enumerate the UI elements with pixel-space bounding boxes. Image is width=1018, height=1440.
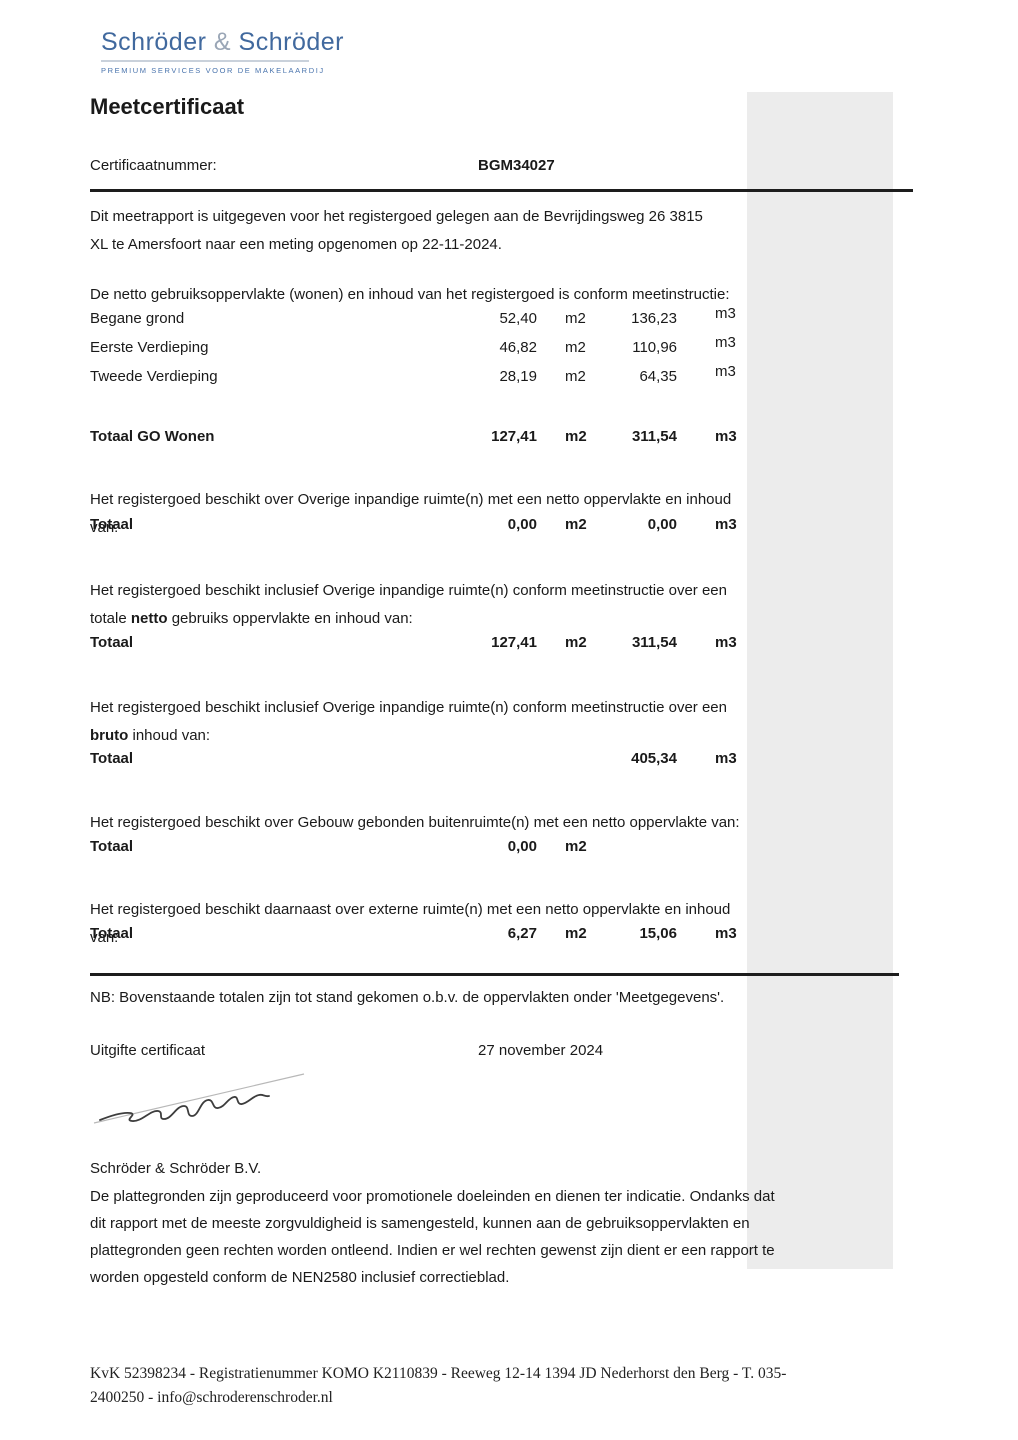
volume-unit: m3 [715, 925, 737, 942]
certificate-number-row: Certificaatnummer: BGM34027 [90, 157, 745, 177]
section-extern-text: Het registergoed beschikt daarnaast over… [90, 901, 731, 946]
volume-unit: m3 [715, 334, 736, 351]
section-overige-total-row: Totaal 0,00 m2 0,00 m3 [90, 516, 745, 538]
intro-paragraph: Dit meetrapport is uitgegeven voor het r… [90, 208, 703, 253]
ampersand-glyph: & [213, 28, 232, 56]
section-netto-total-row: Totaal 127,41 m2 311,54 m3 [90, 634, 745, 656]
logo-brand-second: Schröder [238, 28, 344, 56]
total-label: Totaal [90, 634, 134, 651]
volume-unit: m3 [715, 516, 737, 533]
section-netto-text-after: gebruiks oppervlakte en inhoud van: [167, 610, 413, 627]
logo-brand-first: Schröder [101, 28, 207, 56]
area-unit: m2 [565, 634, 587, 651]
area-unit: m2 [565, 516, 587, 533]
volume-value: 311,54 [631, 428, 677, 445]
total-label: Totaal [90, 925, 134, 942]
area-value: 6,27 [507, 925, 537, 942]
logo-brand-name: Schröder & Schröder [101, 28, 343, 62]
logo-tagline: PREMIUM SERVICES VOOR DE MAKELAARDIJ [101, 66, 325, 75]
volume-unit: m3 [715, 750, 737, 767]
section-bruto-total-row: Totaal 405,34 m3 [90, 750, 745, 772]
area-value: 52,40 [499, 310, 537, 327]
area-unit: m2 [565, 368, 586, 385]
area-value: 0,00 [507, 516, 537, 533]
area-unit: m2 [565, 310, 586, 327]
area-value: 127,41 [491, 634, 537, 651]
volume-unit: m3 [715, 305, 736, 322]
area-unit: m2 [565, 428, 587, 445]
volume-value: 15,06 [639, 925, 677, 942]
area-value: 127,41 [491, 428, 537, 445]
company-name: Schröder & Schröder B.V. [90, 1160, 262, 1177]
issue-row: Uitgifte certificaat 27 november 2024 [90, 1042, 745, 1062]
divider-line-top [90, 189, 913, 192]
logo-ampersand: & [206, 28, 238, 56]
volume-unit: m3 [715, 428, 737, 445]
volume-value: 136,23 [631, 310, 677, 327]
section-buitenruimte-total-row: Totaal 0,00 m2 [90, 838, 745, 860]
certificate-number-value: BGM34027 [478, 157, 555, 174]
section-netto-bold-word: netto [130, 610, 168, 627]
section-buitenruimte-text: Het registergoed beschikt over Gebouw ge… [90, 814, 740, 831]
volume-value: 405,34 [631, 750, 677, 767]
total-label: Totaal [90, 838, 134, 855]
floor-row: Eerste Verdieping 46,82 m2 110,96 m3 [90, 334, 745, 361]
area-unit: m2 [565, 838, 587, 855]
floor-row: Begane grond 52,40 m2 136,23 m3 [90, 305, 745, 332]
total-go-row: Totaal GO Wonen 127,41 m2 311,54 m3 [90, 428, 745, 450]
area-value: 0,00 [507, 838, 537, 855]
section-bruto-text-after: inhoud van: [128, 727, 211, 744]
section-netto-text-before: Het registergoed beschikt inclusief Over… [90, 582, 727, 627]
issue-label: Uitgifte certificaat [90, 1042, 206, 1059]
gray-side-panel [747, 92, 893, 1269]
issue-date: 27 november 2024 [478, 1042, 604, 1059]
area-value: 28,19 [499, 368, 537, 385]
company-logo: Schröder & Schröder PREMIUM SERVICES VOO… [101, 28, 343, 75]
section-bruto-text: Het registergoed beschikt inclusief Over… [90, 694, 745, 750]
volume-value: 110,96 [632, 339, 677, 356]
floor-row: Tweede Verdieping 28,19 m2 64,35 m3 [90, 363, 745, 390]
area-unit: m2 [565, 339, 586, 356]
disclaimer-paragraph: De plattegronden zijn geproduceerd voor … [90, 1188, 775, 1286]
nb-note: NB: Bovenstaande totalen zijn tot stand … [90, 989, 725, 1006]
floor-label: Tweede Verdieping [90, 368, 218, 385]
certificate-number-label: Certificaatnummer: [90, 157, 217, 174]
volume-unit: m3 [715, 634, 737, 651]
volume-value: 311,54 [631, 634, 677, 651]
volume-value: 0,00 [647, 516, 677, 533]
floor-label: Begane grond [90, 310, 185, 327]
divider-line-bottom [90, 973, 899, 976]
page-title: Meetcertificaat [90, 94, 245, 119]
volume-unit: m3 [715, 363, 736, 380]
signature-image [92, 1066, 312, 1133]
total-label: Totaal [90, 516, 134, 533]
conform-paragraph: De netto gebruiksoppervlakte (wonen) en … [90, 286, 730, 303]
volume-value: 64,35 [639, 368, 677, 385]
area-unit: m2 [565, 925, 587, 942]
total-label: Totaal [90, 750, 134, 767]
floor-label: Eerste Verdieping [90, 339, 209, 356]
section-overige-text: Het registergoed beschikt over Overige i… [90, 491, 732, 536]
section-bruto-bold-word: bruto [90, 727, 129, 744]
signature-scribble [93, 1073, 305, 1124]
section-bruto-text-before: Het registergoed beschikt inclusief Over… [90, 699, 727, 716]
total-go-label: Totaal GO Wonen [90, 428, 215, 445]
section-netto-text: Het registergoed beschikt inclusief Over… [90, 577, 745, 633]
area-value: 46,82 [499, 339, 537, 356]
footer-text: KvK 52398234 - Registratienummer KOMO K2… [90, 1365, 787, 1406]
section-extern-total-row: Totaal 6,27 m2 15,06 m3 [90, 925, 745, 947]
